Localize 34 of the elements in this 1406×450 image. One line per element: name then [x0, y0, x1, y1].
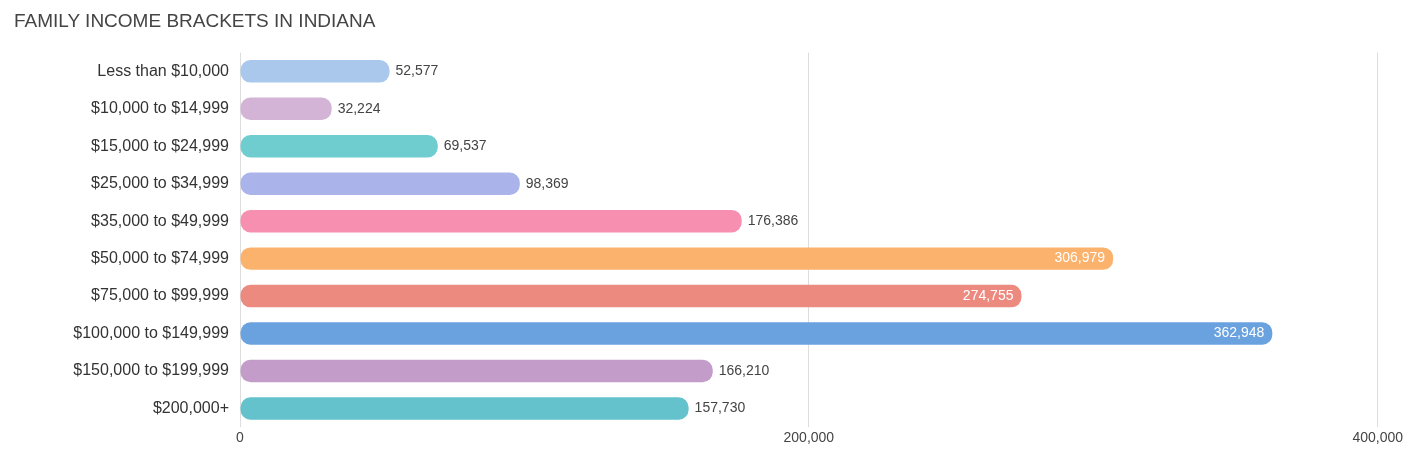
bar [240, 284, 1022, 308]
bar [240, 97, 332, 121]
bar [240, 322, 1273, 345]
y-tick-label: $35,000 to $49,999 [91, 211, 230, 229]
data-label: 274,755 [962, 286, 1014, 303]
data-label: 176,386 [747, 212, 799, 229]
y-tick-label: $50,000 to $74,999 [91, 249, 230, 267]
y-tick-label: $150,000 to $199,999 [73, 361, 230, 379]
y-tick-label: $25,000 to $34,999 [91, 174, 230, 192]
y-tick-label: $10,000 to $14,999 [91, 99, 230, 117]
data-label: 52,577 [395, 62, 439, 79]
chart-title: FAMILY INCOME BRACKETS IN INDIANA [14, 10, 376, 32]
y-tick-label: $100,000 to $149,999 [73, 323, 230, 341]
data-label: 69,537 [443, 137, 487, 154]
data-label: 362,948 [1213, 324, 1265, 341]
data-label: 32,224 [337, 99, 381, 116]
data-label: 98,369 [525, 174, 569, 191]
bar [240, 397, 689, 420]
y-tick-label: Less than $10,000 [97, 61, 230, 79]
y-tick-label: $200,000+ [152, 398, 229, 416]
data-label: 166,210 [718, 361, 770, 378]
bar [240, 60, 390, 83]
x-tick-label: 200,000 [783, 429, 835, 446]
data-label: 157,730 [694, 399, 746, 416]
bar [240, 359, 713, 383]
y-tick-label: $15,000 to $24,999 [91, 136, 230, 154]
bar [240, 247, 1114, 270]
y-tick-label: $75,000 to $99,999 [91, 286, 230, 304]
bar [240, 135, 438, 158]
data-label: 306,979 [1054, 249, 1106, 266]
x-tick-label: 400,000 [1352, 429, 1404, 446]
bar [240, 209, 742, 233]
bar [240, 172, 520, 195]
x-tick-label: 0 [236, 429, 245, 446]
